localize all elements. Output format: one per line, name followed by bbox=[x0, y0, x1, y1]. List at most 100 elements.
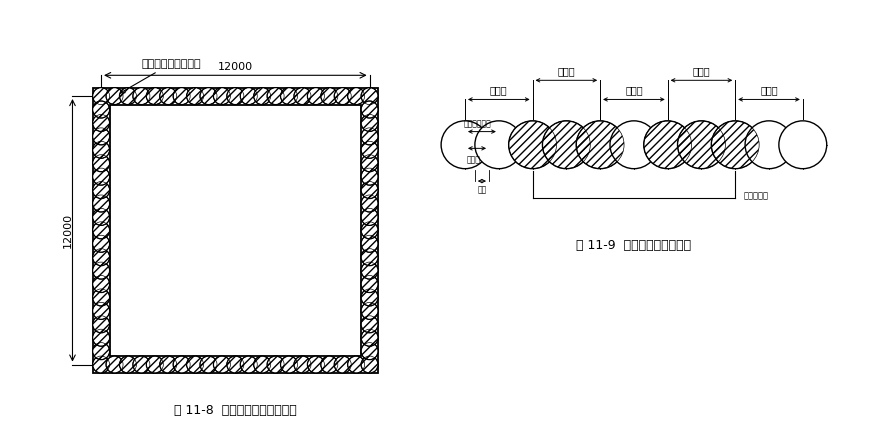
Circle shape bbox=[93, 343, 109, 360]
Circle shape bbox=[93, 329, 109, 346]
Circle shape bbox=[160, 356, 177, 373]
Text: 12000: 12000 bbox=[63, 213, 73, 248]
Text: 全截面套打（余同）: 全截面套打（余同） bbox=[120, 59, 201, 93]
Circle shape bbox=[361, 289, 378, 306]
Circle shape bbox=[361, 182, 378, 198]
Circle shape bbox=[281, 356, 298, 373]
Circle shape bbox=[147, 356, 163, 373]
Circle shape bbox=[93, 155, 109, 172]
Circle shape bbox=[361, 356, 378, 373]
Circle shape bbox=[361, 142, 378, 158]
Circle shape bbox=[132, 356, 150, 373]
Circle shape bbox=[542, 121, 591, 169]
Circle shape bbox=[93, 88, 109, 105]
Circle shape bbox=[214, 88, 230, 105]
Circle shape bbox=[442, 121, 489, 169]
Circle shape bbox=[361, 101, 378, 118]
Circle shape bbox=[361, 208, 378, 226]
Circle shape bbox=[361, 155, 378, 172]
Text: 全截面套打: 全截面套打 bbox=[743, 191, 769, 200]
Circle shape bbox=[712, 121, 759, 169]
Text: 第一幅: 第一幅 bbox=[490, 85, 508, 96]
Text: 第五幅: 第五幅 bbox=[760, 85, 778, 96]
Circle shape bbox=[361, 316, 378, 333]
Circle shape bbox=[132, 88, 150, 105]
Circle shape bbox=[160, 88, 177, 105]
Circle shape bbox=[93, 316, 109, 333]
Circle shape bbox=[147, 88, 163, 105]
Circle shape bbox=[361, 262, 378, 279]
Circle shape bbox=[214, 356, 230, 373]
Circle shape bbox=[227, 88, 244, 105]
Circle shape bbox=[361, 114, 378, 131]
Circle shape bbox=[361, 222, 378, 239]
Circle shape bbox=[281, 88, 298, 105]
Circle shape bbox=[240, 88, 257, 105]
Bar bbox=[109, 105, 361, 356]
Circle shape bbox=[93, 356, 109, 373]
Text: 图 11-9  三轴水泥搅拌桩截面: 图 11-9 三轴水泥搅拌桩截面 bbox=[577, 239, 691, 252]
Circle shape bbox=[106, 356, 123, 373]
Text: 重叠: 重叠 bbox=[478, 186, 487, 194]
Circle shape bbox=[173, 356, 190, 373]
Circle shape bbox=[240, 356, 257, 373]
Circle shape bbox=[610, 121, 658, 169]
Circle shape bbox=[577, 121, 624, 169]
Circle shape bbox=[93, 142, 109, 158]
Circle shape bbox=[361, 275, 378, 292]
Circle shape bbox=[93, 182, 109, 198]
Circle shape bbox=[93, 208, 109, 226]
Circle shape bbox=[173, 88, 190, 105]
Circle shape bbox=[361, 235, 378, 252]
Circle shape bbox=[93, 235, 109, 252]
Circle shape bbox=[307, 356, 324, 373]
Text: 桩半径: 桩半径 bbox=[466, 155, 480, 164]
Circle shape bbox=[119, 88, 137, 105]
Circle shape bbox=[509, 121, 556, 169]
Circle shape bbox=[335, 356, 351, 373]
Circle shape bbox=[93, 262, 109, 279]
Circle shape bbox=[361, 249, 378, 266]
Circle shape bbox=[294, 88, 311, 105]
Circle shape bbox=[475, 121, 523, 169]
Circle shape bbox=[644, 121, 691, 169]
Circle shape bbox=[294, 356, 311, 373]
Circle shape bbox=[268, 356, 284, 373]
Circle shape bbox=[307, 88, 324, 105]
Text: 第三幅: 第三幅 bbox=[625, 85, 643, 96]
Circle shape bbox=[348, 356, 365, 373]
Circle shape bbox=[348, 88, 365, 105]
Circle shape bbox=[361, 329, 378, 346]
Circle shape bbox=[93, 275, 109, 292]
Circle shape bbox=[361, 195, 378, 212]
Bar bbox=[93, 88, 378, 373]
Circle shape bbox=[268, 88, 284, 105]
Circle shape bbox=[321, 356, 338, 373]
Text: 第二幅: 第二幅 bbox=[557, 66, 575, 77]
Circle shape bbox=[677, 121, 726, 169]
Circle shape bbox=[93, 168, 109, 185]
Circle shape bbox=[93, 128, 109, 145]
Circle shape bbox=[321, 88, 338, 105]
Circle shape bbox=[253, 88, 271, 105]
Circle shape bbox=[779, 121, 826, 169]
Circle shape bbox=[93, 101, 109, 118]
Circle shape bbox=[93, 302, 109, 320]
Circle shape bbox=[106, 88, 123, 105]
Circle shape bbox=[361, 343, 378, 360]
Circle shape bbox=[186, 356, 204, 373]
Circle shape bbox=[200, 88, 217, 105]
Circle shape bbox=[200, 356, 217, 373]
Circle shape bbox=[119, 356, 137, 373]
Circle shape bbox=[361, 302, 378, 320]
Circle shape bbox=[186, 88, 204, 105]
Circle shape bbox=[361, 168, 378, 185]
Circle shape bbox=[93, 222, 109, 239]
Circle shape bbox=[93, 289, 109, 306]
Text: 圆心距圆心距: 圆心距圆心距 bbox=[464, 120, 492, 129]
Circle shape bbox=[361, 128, 378, 145]
Circle shape bbox=[93, 249, 109, 266]
Circle shape bbox=[745, 121, 793, 169]
Circle shape bbox=[253, 356, 271, 373]
Circle shape bbox=[335, 88, 351, 105]
